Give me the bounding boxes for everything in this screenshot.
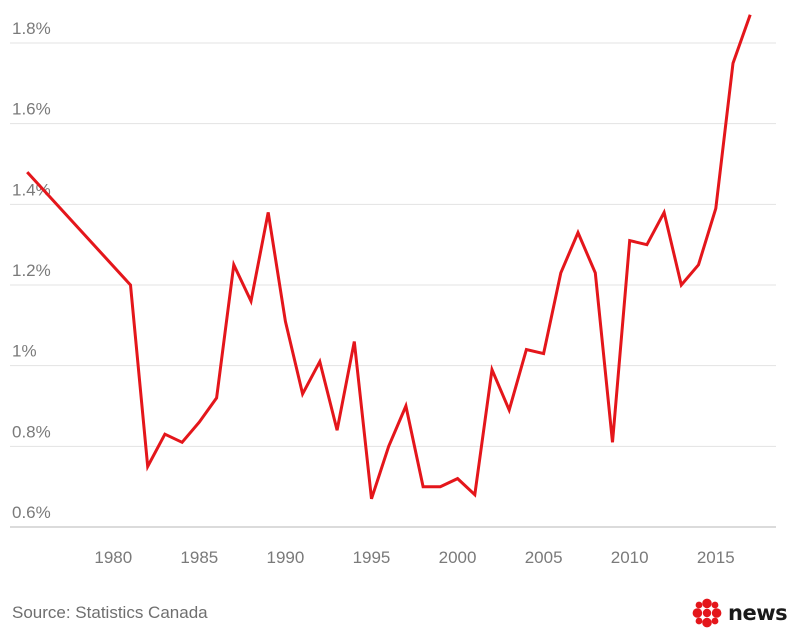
series-group bbox=[26, 14, 752, 500]
cbc-news-logo[interactable]: news bbox=[690, 598, 788, 628]
x-tick-label: 2010 bbox=[611, 548, 649, 567]
y-tick-label: 1.8% bbox=[12, 19, 51, 38]
source-note: Source: Statistics Canada bbox=[12, 603, 208, 622]
y-tick-label: 1.6% bbox=[12, 100, 51, 119]
x-tick-label: 2000 bbox=[439, 548, 477, 567]
x-tick-label: 1995 bbox=[353, 548, 391, 567]
y-tick-label: 1.2% bbox=[12, 261, 51, 280]
x-axis-tick-labels: 1980 1985 1990 1995 2000 2005 2010 2015 bbox=[94, 548, 734, 567]
y-tick-label: 0.8% bbox=[12, 422, 51, 441]
y-tick-label: 1% bbox=[12, 342, 37, 361]
x-tick-label: 1985 bbox=[180, 548, 218, 567]
x-tick-label: 2015 bbox=[697, 548, 735, 567]
x-tick-label: 1980 bbox=[94, 548, 132, 567]
y-tick-label: 0.6% bbox=[12, 503, 51, 522]
gridlines bbox=[10, 42, 776, 528]
x-tick-label: 1990 bbox=[267, 548, 305, 567]
y-axis-tick-labels: 0.6%0.8%1%1.2%1.4%1.6%1.8% bbox=[12, 19, 51, 522]
logo-wordmark: news bbox=[728, 601, 788, 625]
line-chart: 0.6%0.8%1%1.2%1.4%1.6%1.8% 1980 1985 1990 1… bbox=[10, 14, 776, 567]
series-line bbox=[26, 14, 752, 500]
cbc-gem-icon bbox=[692, 598, 722, 628]
x-tick-label: 2005 bbox=[525, 548, 563, 567]
